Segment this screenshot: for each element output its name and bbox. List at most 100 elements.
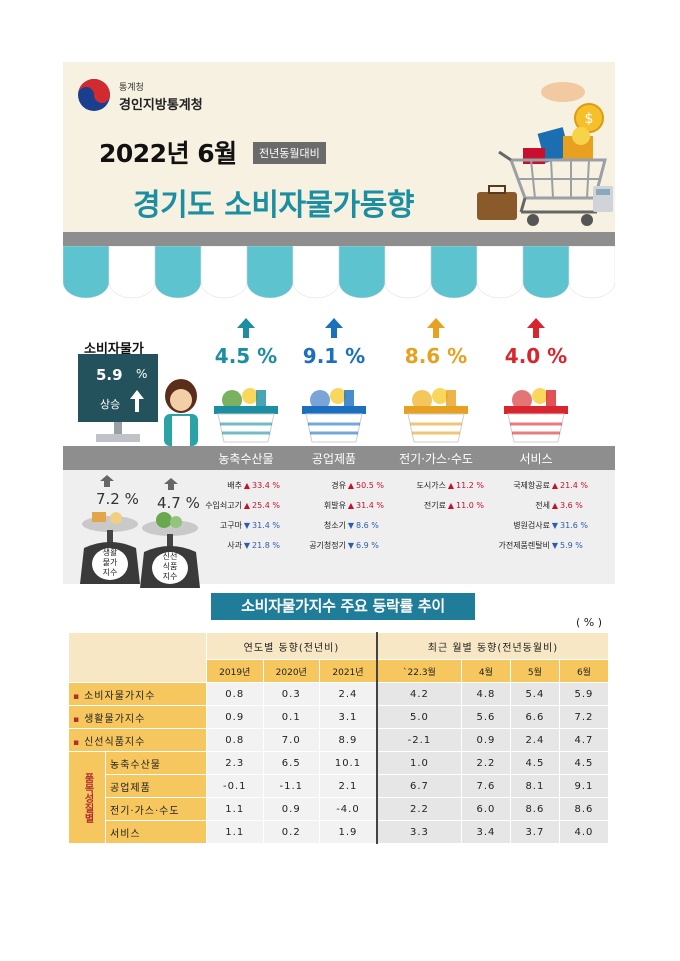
board-stand-icon — [96, 422, 140, 442]
table-cell: 0.8 — [206, 682, 264, 706]
table-cell: -1.1 — [262, 774, 320, 798]
label-line: 지수 — [102, 568, 118, 577]
header-banner: 통계청 경인지방통계청 2022년 6월 전년동월대비 경기도 소비자물가동향 … — [63, 62, 615, 232]
cpi-direction: 상승 — [100, 398, 121, 411]
awning-bar — [63, 232, 615, 246]
living-index-value: 7.2 % — [96, 490, 139, 508]
table-cell: 3.4 — [460, 820, 511, 844]
item-name: 수입쇠고기 — [205, 501, 242, 510]
arrow-down-icon: ▼ — [551, 541, 559, 550]
label-line: 물가 — [102, 558, 118, 567]
arrow-up-icon: ▲ — [447, 481, 455, 490]
item-row: 청소기 ▼ 8.6 % — [298, 520, 379, 532]
item-change-value: 5.9 % — [560, 541, 583, 550]
item-name: 고구마 — [219, 521, 242, 530]
shopping-cart-illustration: $ — [477, 82, 613, 226]
table-cell: 0.9 — [206, 705, 264, 729]
table-cell: 5.4 — [509, 682, 560, 706]
row-label: ▪ 신선식품지수 — [68, 728, 207, 752]
category-name: 공업제품 — [311, 452, 357, 466]
row-label-text: 신선식품지수 — [84, 736, 146, 748]
table-row: 전기·가스·수도 1.1 0.9 -4.0 2.2 6.0 8.6 8.6 — [69, 797, 610, 821]
table-cell: 1.1 — [206, 820, 264, 844]
item-row: 병원검사료 ▼ 31.6 % — [488, 520, 588, 532]
table-cell: 8.9 — [318, 728, 378, 752]
item-name: 공기청정기 — [309, 541, 346, 550]
unit-label: ( % ) — [576, 616, 603, 629]
awning-stripe — [384, 246, 432, 299]
living-index-label: 생활 물가 지수 — [95, 548, 125, 578]
page-title: 경기도 소비자물가동향 — [133, 188, 414, 223]
row-label: ▪ 소비자물가지수 — [68, 682, 207, 706]
arrow-up-icon: ▲ — [447, 501, 455, 510]
table-cell: -0.1 — [206, 774, 264, 798]
table-cell: 0.3 — [262, 682, 320, 706]
awning-stripe — [568, 246, 615, 299]
table-cell: 3.1 — [318, 705, 378, 729]
row-label: 전기·가스·수도 — [105, 797, 207, 821]
item-change-value: 25.4 % — [252, 501, 280, 510]
store-awning-illustration — [63, 246, 615, 299]
label-line: 지수 — [162, 572, 178, 581]
item-change-value: 33.4 % — [252, 481, 280, 490]
scale-vegetable-illustration — [140, 512, 200, 588]
corner-cell — [68, 632, 207, 683]
table-cell: 8.6 — [558, 797, 610, 821]
arrow-down-icon: ▼ — [551, 521, 559, 530]
awning-stripe — [338, 246, 386, 299]
arrow-up-icon — [164, 478, 178, 490]
table-row: 품목성질별 농축수산물 2.3 6.5 10.1 1.0 2.2 4.5 4.5 — [68, 751, 610, 844]
item-name: 가전제품렌탈비 — [498, 541, 550, 550]
product-basket-illustration — [504, 388, 568, 443]
product-basket-illustration — [302, 388, 366, 443]
table-cell: 0.9 — [460, 728, 511, 752]
scale-bread-illustration — [80, 512, 140, 584]
row-label-text: 생활물가지수 — [84, 713, 146, 725]
item-row: 배추 ▲ 33.4 % — [196, 480, 280, 492]
table-title: 소비자물가지수 주요 등락률 추이 — [211, 593, 475, 620]
arrow-up-icon: ▲ — [347, 481, 355, 490]
item-row: 전기료 ▲ 11.0 % — [402, 500, 484, 512]
category-name: 농축수산물 — [218, 452, 274, 466]
item-name: 국제항공료 — [513, 481, 550, 490]
awning-stripe — [476, 246, 524, 299]
yearly-group-header: 연도별 동향(전년비) — [205, 632, 378, 660]
category-name: 서비스 — [519, 452, 553, 466]
table-cell: 6.7 — [376, 774, 462, 798]
row-label: 농축수산물 — [105, 751, 207, 775]
fresh-index-value: 4.7 % — [157, 494, 200, 512]
arrow-down-icon: ▼ — [347, 521, 355, 530]
item-change-value: 21.4 % — [560, 481, 588, 490]
arrow-up-icon: ▲ — [347, 501, 355, 510]
table-cell: 1.9 — [318, 820, 378, 844]
category-name: 전기·가스·수도 — [399, 452, 473, 466]
table-column-header: 2020년 — [262, 659, 320, 683]
arrow-down-icon: ▼ — [243, 521, 251, 530]
row-label: ▪ 생활물가지수 — [68, 705, 207, 729]
item-name: 병원검사료 — [513, 521, 550, 530]
table-cell: 2.3 — [206, 751, 264, 775]
table-column-header-row: 2019년 2020년 2021년 `22.3월 4월 5월 6월 — [69, 659, 610, 683]
table-cell: 4.5 — [509, 751, 560, 775]
monthly-group-header: 최근 월별 동향(전년동월비) — [376, 632, 609, 660]
table-cell: 5.6 — [460, 705, 511, 729]
category-change-value: 4.0 % — [504, 344, 568, 368]
awning-stripe — [292, 246, 340, 299]
category-change-value: 4.5 % — [214, 344, 278, 368]
table-cell: 4.2 — [376, 682, 462, 706]
table-cell: 6.5 — [262, 751, 320, 775]
item-change-value: 6.9 % — [356, 541, 379, 550]
table-cell: 5.0 — [376, 705, 462, 729]
table-column-header: 6월 — [558, 659, 610, 683]
person-illustration — [164, 379, 198, 446]
awning-stripe — [430, 246, 478, 299]
arrow-up-icon: ▲ — [551, 501, 559, 510]
table-cell: 0.8 — [206, 728, 264, 752]
table-cell: 5.9 — [558, 682, 610, 706]
table-cell: 6.0 — [460, 797, 511, 821]
table-row: ▪ 소비자물가지수 0.8 0.3 2.4 4.2 4.8 5.4 5.9 — [68, 682, 610, 706]
arrow-down-icon: ▼ — [243, 541, 251, 550]
arrow-up-icon — [427, 318, 445, 338]
row-label: 서비스 — [105, 820, 207, 844]
row-label-text: 소비자물가지수 — [84, 690, 156, 702]
